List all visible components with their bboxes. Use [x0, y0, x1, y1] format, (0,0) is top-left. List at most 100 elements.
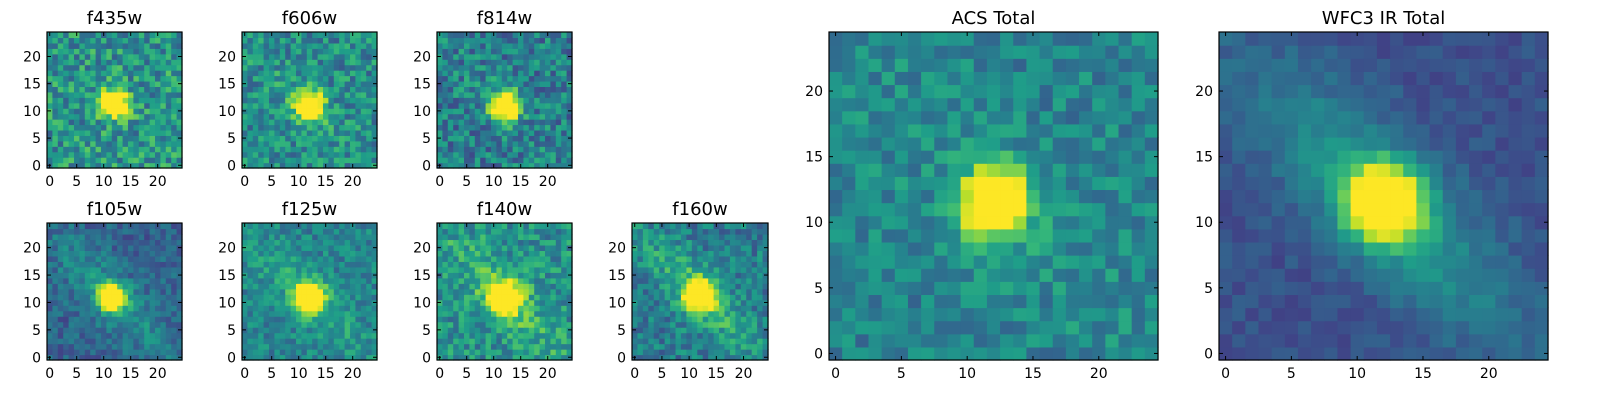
heatmap-cell: [285, 146, 292, 153]
heatmap-cell: [653, 354, 660, 361]
heatmap-cell: [290, 338, 297, 345]
heatmap-cell: [360, 255, 367, 262]
heatmap-cell: [269, 343, 275, 350]
heatmap-cell: [881, 228, 896, 243]
heatmap-cell: [469, 310, 476, 317]
heatmap-cell: [339, 294, 346, 301]
heatmap-cell: [1079, 189, 1093, 204]
heatmap-cell: [447, 75, 454, 82]
heatmap-cell: [507, 316, 514, 323]
heatmap-cell: [555, 299, 562, 306]
heatmap-cell: [84, 37, 91, 44]
heatmap-cell: [47, 239, 53, 246]
heatmap-cell: [274, 80, 281, 87]
heatmap-cell: [84, 316, 91, 323]
heatmap-cell: [133, 140, 140, 147]
heatmap-cell: [355, 129, 362, 136]
heatmap-cell: [453, 140, 460, 147]
heatmap-cell: [106, 294, 113, 301]
heatmap-cell: [333, 343, 340, 350]
heatmap-cell: [637, 228, 644, 235]
heatmap-cell: [57, 97, 64, 104]
heatmap-cell: [106, 124, 113, 131]
heatmap-cell: [355, 70, 362, 77]
heatmap-cell: [306, 239, 313, 246]
heatmap-cell: [47, 48, 53, 55]
heatmap-cell: [350, 250, 356, 257]
heatmap-cell: [539, 354, 546, 361]
heatmap-cell: [973, 294, 988, 309]
heatmap-cell: [47, 91, 53, 98]
heatmap-cell: [1026, 307, 1041, 322]
heatmap-cell: [165, 255, 172, 262]
heatmap-cell: [566, 91, 573, 98]
heatmap-cell: [664, 321, 671, 328]
heatmap-cell: [360, 146, 367, 153]
heatmap-cell: [101, 80, 107, 87]
heatmap-cell: [90, 135, 97, 142]
heatmap-cell: [480, 108, 487, 115]
heatmap-cell: [659, 310, 666, 317]
heatmap-cell: [729, 261, 736, 268]
heatmap-cell: [724, 233, 731, 241]
heatmap-cell: [296, 97, 302, 104]
heatmap-cell: [149, 343, 156, 350]
heatmap-cell: [566, 48, 573, 55]
heatmap-cell: [323, 305, 329, 312]
heatmap-cell: [474, 42, 481, 49]
heatmap-cell: [697, 316, 704, 323]
heatmap-cell: [1026, 215, 1041, 230]
heatmap-cell: [1092, 241, 1106, 256]
heatmap-cell: [934, 241, 949, 256]
heatmap-cell: [252, 299, 259, 306]
heatmap-cell: [555, 272, 562, 279]
heatmap-cell: [269, 250, 275, 257]
heatmap-cell: [642, 223, 649, 230]
heatmap-cell: [539, 157, 546, 164]
heatmap-cell: [252, 294, 259, 301]
heatmap-cell: [306, 338, 313, 345]
heatmap-cell: [680, 266, 687, 273]
heatmap-cell: [659, 288, 666, 295]
heatmap-cell: [686, 327, 693, 334]
heatmap-cell: [274, 151, 281, 158]
heatmap-cell: [95, 146, 102, 153]
heatmap-cell: [317, 338, 324, 345]
heatmap-cell: [469, 59, 476, 66]
heatmap-cell: [247, 294, 254, 301]
heatmap-cell: [691, 343, 698, 350]
heatmap-cell: [921, 307, 935, 322]
heatmap-cell: [101, 255, 107, 262]
heatmap-cell: [106, 228, 113, 235]
heatmap-cell: [101, 310, 107, 317]
heatmap-cell: [528, 135, 535, 142]
heatmap-cell: [258, 97, 265, 104]
heatmap-cell: [274, 244, 281, 251]
heatmap-cell: [555, 233, 562, 241]
heatmap-cell: [57, 223, 64, 230]
heatmap-cell: [263, 59, 270, 66]
heatmap-cell: [528, 37, 535, 44]
heatmap-cell: [350, 135, 356, 142]
heatmap-cell: [360, 343, 367, 350]
heatmap-cell: [117, 266, 124, 273]
heatmap-cell: [47, 70, 53, 77]
heatmap-cell: [339, 327, 346, 334]
heatmap-cell: [52, 266, 59, 273]
heatmap-cell: [74, 91, 80, 98]
heatmap-cell: [842, 307, 856, 322]
heatmap-cell: [247, 32, 254, 39]
heatmap-cell: [155, 80, 161, 87]
heatmap-cell: [1079, 333, 1093, 348]
heatmap-cell: [312, 310, 319, 317]
heatmap-cell: [507, 53, 514, 60]
heatmap-cell: [670, 277, 677, 284]
heatmap-cell: [68, 42, 75, 49]
heatmap-cell: [664, 277, 671, 284]
heatmap-cell: [68, 59, 75, 66]
heatmap-cell: [934, 150, 949, 164]
heatmap-cell: [344, 239, 351, 246]
heatmap-cell: [252, 32, 259, 39]
heatmap-cell: [697, 223, 704, 230]
heatmap-cell: [176, 261, 183, 268]
